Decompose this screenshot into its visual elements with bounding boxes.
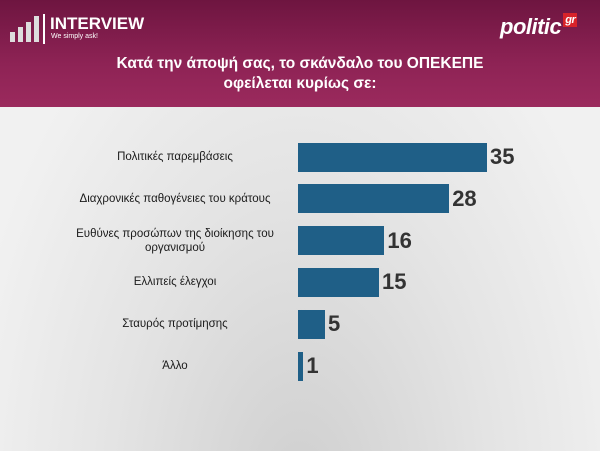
chart-title: Κατά την άποψή σας, το σκάνδαλο του ΟΠΕΚ… xyxy=(116,55,484,92)
value-label: 5 xyxy=(328,311,341,337)
bar xyxy=(298,226,385,256)
bar xyxy=(298,184,450,214)
value-label: 16 xyxy=(387,227,412,253)
category-label: Άλλο xyxy=(162,360,188,372)
brand-tagline: We simply ask! xyxy=(51,33,98,40)
category-label: Διαχρονικές παθογένειες του κράτους xyxy=(79,192,271,205)
category-label: Ευθύνες προσώπων της διοίκησης του οργαν… xyxy=(76,227,274,254)
value-label: 28 xyxy=(452,185,477,211)
brand-name: INTERVIEW xyxy=(50,14,145,33)
bar xyxy=(298,309,325,339)
category-label: Πολιτικές παρεμβάσεις xyxy=(117,151,233,163)
partner-logo: politic gr xyxy=(500,13,578,40)
partner-suffix: gr xyxy=(563,13,578,27)
value-label: 1 xyxy=(306,353,319,378)
bar xyxy=(298,142,487,172)
category-label: Σταυρός προτίμησης xyxy=(122,318,228,331)
partner-name: politic xyxy=(500,14,562,39)
category-label: Ελλιπείς έλεγχοι xyxy=(133,276,217,289)
value-label: 15 xyxy=(382,269,407,295)
logo-icon xyxy=(10,14,45,44)
bar xyxy=(298,351,304,381)
bar xyxy=(298,267,379,297)
header: INTERVIEW We simply ask! politic gr Κατά … xyxy=(0,0,600,107)
value-label: 35 xyxy=(490,144,515,169)
